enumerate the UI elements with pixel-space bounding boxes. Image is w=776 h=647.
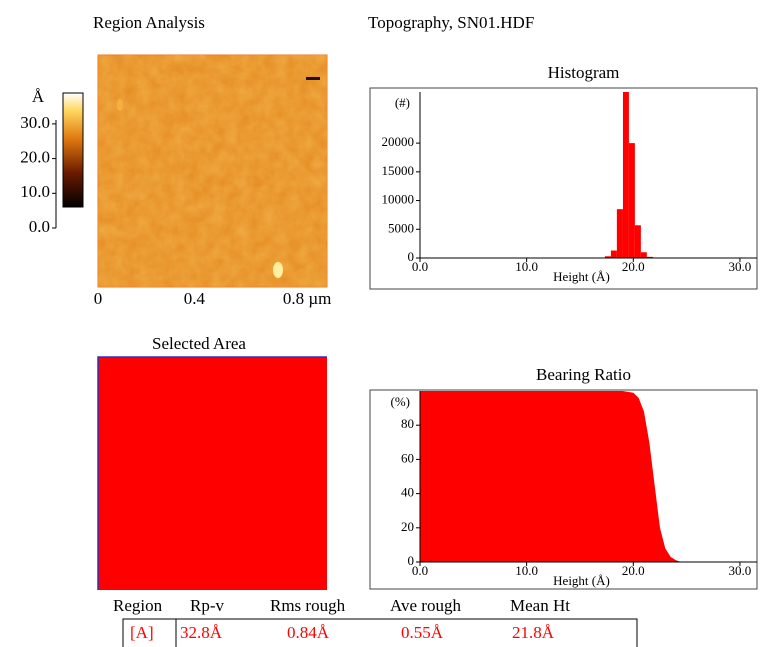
bar: [640, 252, 647, 258]
x-axis-label: Height (Å): [553, 269, 610, 284]
table-cell: 32.8Å: [180, 623, 223, 642]
colorbar-tick-label: 0.0: [29, 217, 50, 236]
table-header: Region: [113, 596, 163, 615]
y-tick-label: 0: [408, 249, 415, 264]
x-tick-label: 10.0: [515, 563, 538, 578]
colorbar-label: Å: [32, 87, 45, 106]
bar: [610, 250, 617, 258]
table-cell: [A]: [130, 623, 154, 642]
frame: [369, 389, 758, 590]
x-tick-label: 30.0: [729, 563, 752, 578]
bar: [646, 256, 653, 258]
y-axis-label: (#): [395, 95, 410, 110]
table-header: Mean Ht: [510, 596, 570, 615]
bar: [616, 209, 623, 258]
selected-area: [98, 357, 327, 590]
x-tick-label: 30.0: [729, 259, 752, 274]
chart-title: Histogram: [548, 63, 620, 82]
x-tick-label: 20.0: [622, 563, 645, 578]
y-tick-label: 10000: [382, 192, 415, 207]
feature: [117, 99, 123, 111]
table-cell: 0.84Å: [287, 623, 330, 642]
y-tick-label: 40: [401, 485, 414, 500]
table-header: Ave rough: [390, 596, 461, 615]
y-tick-label: 20: [401, 519, 414, 534]
table-row-box: [122, 618, 638, 647]
colorbar-tick-label: 30.0: [20, 113, 50, 132]
bar: [604, 256, 611, 258]
x-tick-label: 0.4: [184, 289, 206, 308]
bar: [634, 225, 641, 258]
title: Region Analysis: [93, 13, 205, 32]
y-tick-label: 60: [401, 450, 414, 465]
colorbar-tick-label: 20.0: [20, 147, 50, 166]
frame: [369, 87, 758, 290]
y-tick-label: 15000: [382, 163, 415, 178]
table-cell: 21.8Å: [512, 623, 555, 642]
y-tick-label: 80: [401, 416, 414, 431]
selected-title: Selected Area: [152, 334, 246, 353]
area: [420, 391, 682, 562]
colorbar-tick-label: 10.0: [20, 182, 50, 201]
x-tick-label: 20.0: [622, 259, 645, 274]
y-tick-label: 5000: [388, 220, 414, 235]
x-tick-label: 0.0: [412, 563, 428, 578]
x-axis-label: Height (Å): [553, 573, 610, 588]
x-tick-label: 10.0: [515, 259, 538, 274]
chart-title: Bearing Ratio: [536, 365, 631, 384]
x-tick-label: 0.8 µm: [283, 289, 332, 308]
table-cell: 0.55Å: [401, 623, 444, 642]
topography-texture: [98, 55, 327, 287]
bar: [622, 92, 629, 258]
title: Topography, SN01.HDF: [368, 13, 534, 32]
table-header: Rms rough: [270, 596, 346, 615]
feature: [306, 77, 320, 80]
y-tick-label: 20000: [382, 134, 415, 149]
feature: [273, 262, 283, 278]
y-axis-label: (%): [391, 394, 411, 409]
bars: [604, 92, 653, 258]
y-tick-label: 0: [408, 553, 415, 568]
colorbar: [62, 92, 84, 208]
x-tick-label: 0.0: [412, 259, 428, 274]
x-tick-label: 0: [94, 289, 103, 308]
bar: [628, 143, 635, 258]
table-header: Rp-v: [190, 596, 225, 615]
selected-border: [97, 356, 327, 590]
